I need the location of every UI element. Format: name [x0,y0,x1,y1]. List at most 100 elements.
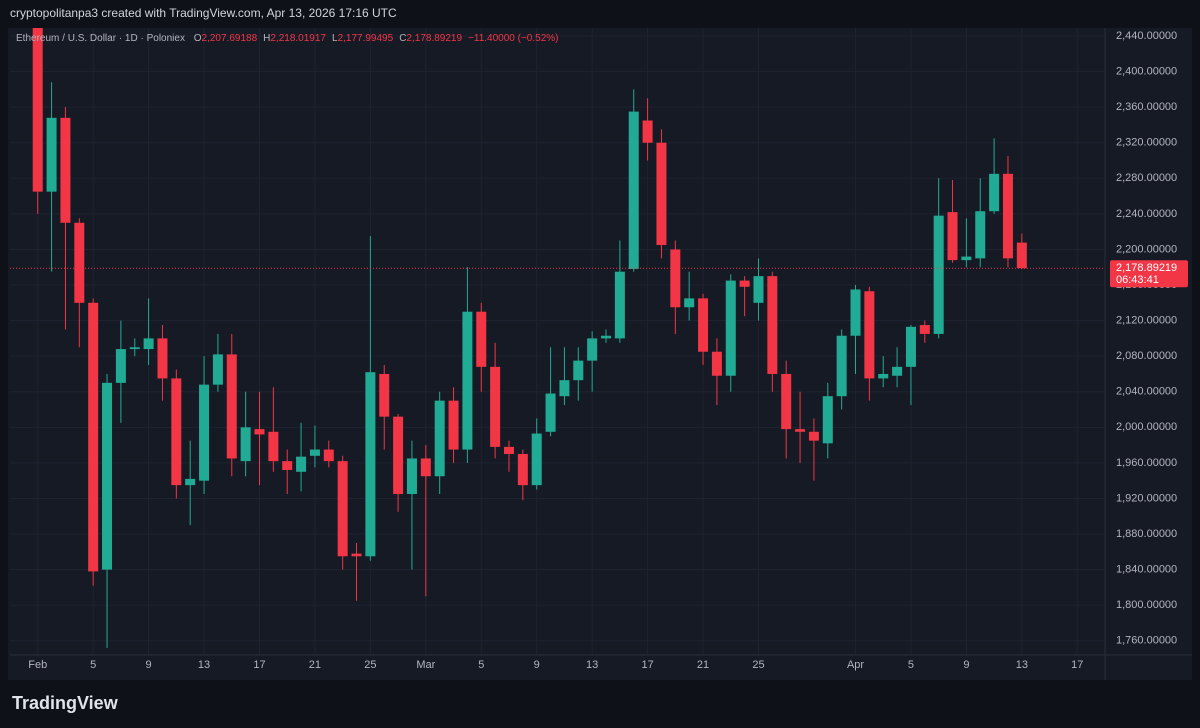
candle-body [753,276,764,303]
candle-body [406,458,417,495]
y-tick-label: 2,080.00000 [1116,350,1177,362]
candle-body [157,338,168,379]
candle-body [642,120,653,143]
candle-body [490,366,501,447]
x-tick-label: 17 [641,659,653,671]
candle-body [725,280,736,376]
y-tick-label: 1,960.00000 [1116,457,1177,469]
candle-body [919,325,930,334]
candle-body [670,249,681,308]
y-tick-label: 2,240.00000 [1116,208,1177,220]
countdown-label: 06:43:41 [1116,274,1159,286]
candle-body [462,311,473,450]
candle-body [975,211,986,259]
candle-body [282,461,293,471]
candle-body [836,335,847,397]
ohlc-key: H [263,33,270,44]
x-tick-label: 17 [1071,659,1083,671]
candle-body [503,446,514,455]
x-tick-label: 5 [90,659,96,671]
candle-body [365,372,376,557]
plot: 1,760.00000 1,800.00000 1,840.00000 1,880.0… [10,28,1192,680]
candle-body [892,366,903,376]
x-tick-label: 13 [586,659,598,671]
candle-body [143,338,154,350]
candle-body [88,302,99,572]
candle-body [323,449,334,462]
symbol-title: Ethereum / U.S. Dollar · 1D · Poloniex [16,33,185,44]
candle-body [767,276,778,374]
x-tick-label: 9 [534,659,540,671]
candle-body [739,280,750,287]
candle-body [46,117,57,192]
ohlc-value: 2,177.99495 [338,33,394,44]
x-tick-label: 25 [752,659,764,671]
candle-body [171,378,182,486]
candle-body [961,256,972,261]
candle-body [379,373,390,417]
candle-body [434,400,445,477]
candle-body [808,431,819,441]
candle-body [240,427,251,462]
candle-body [185,478,196,486]
candle-body [309,449,320,456]
ohlc-value: 2,207.69188 [202,33,258,44]
ohlc-key: O [194,33,202,44]
x-tick-label: 21 [697,659,709,671]
candle-body [933,215,944,334]
candle-body [601,335,612,339]
x-tick-label: 5 [908,659,914,671]
y-tick-label: 2,120.00000 [1116,315,1177,327]
candle-body [32,28,43,192]
candle-body [129,347,140,350]
candle-body [905,326,916,367]
y-tick-label: 2,360.00000 [1116,101,1177,113]
candle-body [545,393,556,432]
candle-body [698,298,709,352]
candle-body [864,291,875,379]
candle-body [268,431,279,462]
candle-body [420,458,431,477]
caption: cryptopolitanpa3 created with TradingVie… [10,6,397,20]
x-tick-label: 5 [478,659,484,671]
candle-body [878,373,889,379]
y-tick-label: 1,800.00000 [1116,599,1177,611]
x-tick-label: 25 [364,659,376,671]
candle-body [60,117,71,223]
candle-body [115,349,126,383]
candle-body [614,271,625,339]
chart-background [8,28,1192,680]
last-price-label: 2,178.89219 [1116,262,1177,274]
ohlc-key: C [399,33,406,44]
candle-body [587,338,598,361]
candle-body [531,433,542,486]
candle-body [1016,242,1027,269]
y-tick-label: 1,880.00000 [1116,528,1177,540]
ohlc-value: 2,218.01917 [270,33,326,44]
candle-body [102,382,113,570]
candle-body [947,212,958,261]
y-tick-label: 2,200.00000 [1116,243,1177,255]
legend-header: Ethereum / U.S. Dollar · 1D · Poloniex O… [16,33,559,44]
candle-body [448,400,459,450]
candle-body [850,289,861,336]
candle-body [989,173,1000,212]
candle-body [393,416,404,495]
brand: TradingView [12,693,119,713]
ohlc-value: 2,178.89219 [406,33,462,44]
y-tick-label: 2,280.00000 [1116,172,1177,184]
candle-body [226,354,237,459]
x-tick-label: 21 [309,659,321,671]
candle-body [711,351,722,376]
candle-body [74,222,85,303]
candle-body [781,373,792,430]
y-tick-label: 2,040.00000 [1116,386,1177,398]
x-tick-label: 13 [198,659,210,671]
y-tick-label: 2,400.00000 [1116,65,1177,77]
change: −11.40000 (−0.52%) [468,33,558,44]
candle-body [628,111,639,270]
last-price-box [1110,260,1188,288]
x-tick-label: 17 [253,659,265,671]
candle-body [684,298,695,308]
candle-body [822,396,833,444]
